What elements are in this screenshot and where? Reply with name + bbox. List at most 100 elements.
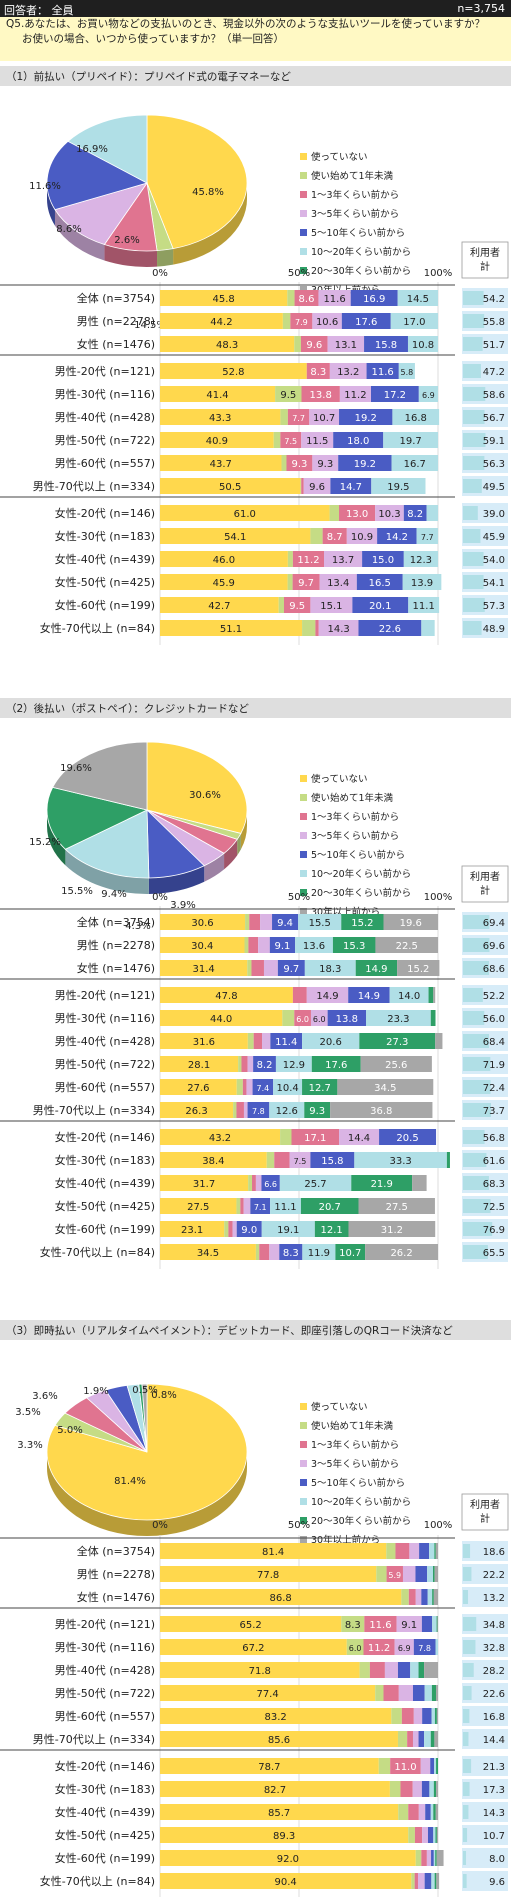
data-label: 12.7 <box>309 1083 331 1094</box>
bar-row: 男性-40代 (n=428) 71.8 28.2 <box>55 1660 508 1680</box>
bar-segment <box>432 1589 434 1605</box>
bar-segment <box>160 313 283 329</box>
bar-segment <box>403 551 438 567</box>
bar-segment <box>436 1873 440 1889</box>
data-label: 20.6 <box>320 1037 342 1048</box>
bar-segment <box>244 937 249 953</box>
bar-row: 女性-50代 (n=425) 27.5 7.1 11.1 20.7 27.5 72.5 <box>55 1196 508 1216</box>
bar-segment <box>431 1873 435 1889</box>
total-cell <box>462 1706 508 1726</box>
question-text: Q5.あなたは、お買い物などの支払いのとき、現金以外の次のような支払いツールを使… <box>0 17 511 61</box>
total-header-line2: 計 <box>480 260 490 273</box>
pie-side-4 <box>47 183 55 226</box>
bar-segment <box>358 1198 435 1214</box>
bar-segment <box>269 1244 280 1260</box>
bar-segment <box>346 1639 364 1655</box>
bar-segment <box>346 528 378 544</box>
bar-segment <box>330 1102 433 1118</box>
bar-segment <box>424 1873 432 1889</box>
bar-segment <box>302 620 316 636</box>
bar-segment <box>436 1827 438 1843</box>
data-label: 19.7 <box>399 436 421 447</box>
bar-segment <box>366 363 399 379</box>
data-label: 9.7 <box>298 578 314 589</box>
data-label: 78.7 <box>258 1762 280 1773</box>
data-label: 7.5 <box>284 437 297 446</box>
data-label: 17.1 <box>304 1133 326 1144</box>
total-bar <box>463 1617 477 1631</box>
row-label: 女性-30代 (n=183) <box>55 1153 155 1167</box>
bar-segment <box>262 1033 271 1049</box>
bar-segment <box>422 1827 428 1843</box>
bar-segment <box>160 1566 377 1582</box>
bar-segment <box>250 1198 271 1214</box>
total-bar <box>463 1103 492 1117</box>
bar-segment <box>371 386 419 402</box>
row-label: 全体 (n=3754) <box>77 1544 155 1558</box>
row-label: 女性 (n=1476) <box>77 1590 155 1604</box>
total-bar <box>463 456 485 470</box>
bar-segment <box>310 1152 355 1168</box>
pie-label: 5.0% <box>57 1425 82 1436</box>
bar-segment <box>160 1221 225 1237</box>
question-line-2: お使いの場合、いつから使っていますか？（単一回答） <box>22 33 284 45</box>
pie-label: 45.8% <box>192 187 224 198</box>
legend-label-6: 20～30年くらい前から <box>311 265 411 277</box>
pie-slice-4 <box>46 140 149 211</box>
section-title-postpaid: （2）後払い（ポストペイ）：クレジットカードなど <box>0 698 511 718</box>
bar-segment <box>266 1152 275 1168</box>
row-label: 女性-40代 (n=439) <box>55 1176 155 1190</box>
bar-segment <box>436 1781 438 1797</box>
data-label: 16.8 <box>405 413 427 424</box>
total-bar <box>463 1567 472 1581</box>
row-label: 男性-30代 (n=116) <box>55 1011 155 1025</box>
bar-segment <box>233 1102 237 1118</box>
data-label: 15.3 <box>343 941 365 952</box>
row-label: 男性-50代 (n=722) <box>55 1686 155 1700</box>
bar-segment <box>278 597 284 613</box>
total-value: 28.2 <box>483 1666 505 1677</box>
total-bar <box>463 988 483 1002</box>
bar-segment <box>425 1804 431 1820</box>
bar-segment <box>160 1873 412 1889</box>
bar-segment <box>303 478 331 494</box>
total-bar <box>463 915 490 929</box>
row-label: 女性-30代 (n=183) <box>55 1782 155 1796</box>
data-label: 85.6 <box>268 1735 290 1746</box>
data-label: 61.0 <box>234 509 256 520</box>
bar-segment <box>238 1056 242 1072</box>
bar-segment <box>432 1566 435 1582</box>
bar-row: 女性 (n=1476) 48.3 9.6 13.1 15.8 10.8 51.7 <box>77 334 508 354</box>
data-label: 14.3 <box>327 624 349 635</box>
data-label: 13.6 <box>303 941 325 952</box>
pie-label: 11.6% <box>29 181 61 192</box>
row-label: 女性-60代 (n=199) <box>55 598 155 612</box>
row-label: 女性-20代 (n=146) <box>55 1759 155 1773</box>
bar-segment <box>240 1198 244 1214</box>
bar-segment <box>421 1850 427 1866</box>
row-label: 女性-60代 (n=199) <box>55 1222 155 1236</box>
section-title-realtime: （3）即時払い（リアルタイムペイメント）：デビットカード、即座引落しのQRコード… <box>0 1320 511 1340</box>
row-label: 男性-70代以上 (n=334) <box>33 1103 155 1117</box>
total-bar <box>463 291 484 305</box>
data-label: 9.6 <box>309 482 325 493</box>
data-label: 33.3 <box>389 1156 411 1167</box>
bar-segment <box>247 960 252 976</box>
bar-segment <box>300 1198 359 1214</box>
total-value: 14.3 <box>483 1808 505 1819</box>
data-label: 7.9 <box>295 318 308 327</box>
data-label: 15.2 <box>351 918 373 929</box>
bar-segment <box>432 1616 437 1632</box>
total-value: 49.5 <box>483 482 505 493</box>
legend-label-4: 5～10年くらい前から <box>311 1477 405 1489</box>
bar-segment <box>396 1616 422 1632</box>
total-value: 14.4 <box>483 1735 505 1746</box>
bar-row: 女性-70代以上 (n=84) 34.5 8.3 11.9 10.7 26.2 65.5 <box>40 1242 508 1262</box>
row-label: 女性-70代以上 (n=84) <box>40 1874 155 1888</box>
legend-swatch-0 <box>300 1403 307 1410</box>
bar-segment <box>335 1244 366 1260</box>
total-cell <box>462 1779 508 1799</box>
bar-row: 男性-50代 (n=722) 28.1 8.2 12.9 17.6 25.6 71.9 <box>55 1054 508 1074</box>
pie-chart: 45.8% 2.6% 8.6% 11.6% 16.9% 14.5% <box>29 114 248 331</box>
